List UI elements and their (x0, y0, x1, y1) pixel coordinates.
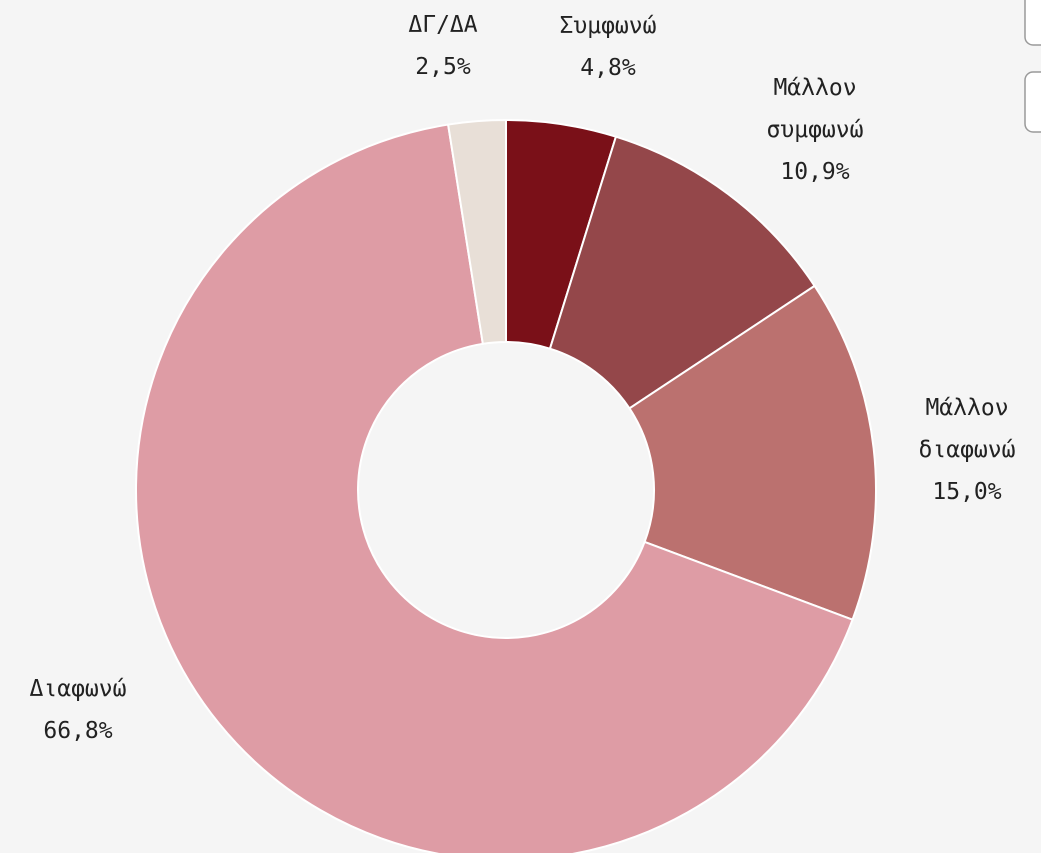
slice-label: Διαφωνώ 66,8% (8, 668, 148, 752)
value-label: 15,0% (932, 479, 1002, 505)
slice (628, 284, 877, 621)
slice-label: ΔΓ/ΔΑ 2,5% (373, 4, 513, 88)
category-label: Συμφωνώ (559, 13, 657, 39)
value-label: 66,8% (43, 718, 113, 744)
slice (548, 135, 816, 410)
slice-label: Μάλλον διαφωνώ 15,0% (897, 387, 1037, 513)
slice-label: Μάλλον συμφωνώ 10,9% (745, 67, 885, 193)
value-label: 2,5% (415, 54, 471, 80)
value-label: 10,9% (780, 159, 850, 185)
value-label: 4,8% (580, 55, 636, 81)
category-label: Μάλλον διαφωνώ (918, 395, 1016, 463)
category-label: Μάλλον συμφωνώ (766, 75, 864, 143)
category-label: ΔΓ/ΔΑ (408, 12, 478, 38)
button[interactable] (1024, 71, 1041, 133)
button[interactable] (1024, 0, 1041, 46)
slice (135, 123, 854, 853)
category-label: Διαφωνώ (29, 676, 127, 702)
slice (446, 118, 507, 345)
slice-label: Συμφωνώ 4,8% (538, 5, 678, 89)
